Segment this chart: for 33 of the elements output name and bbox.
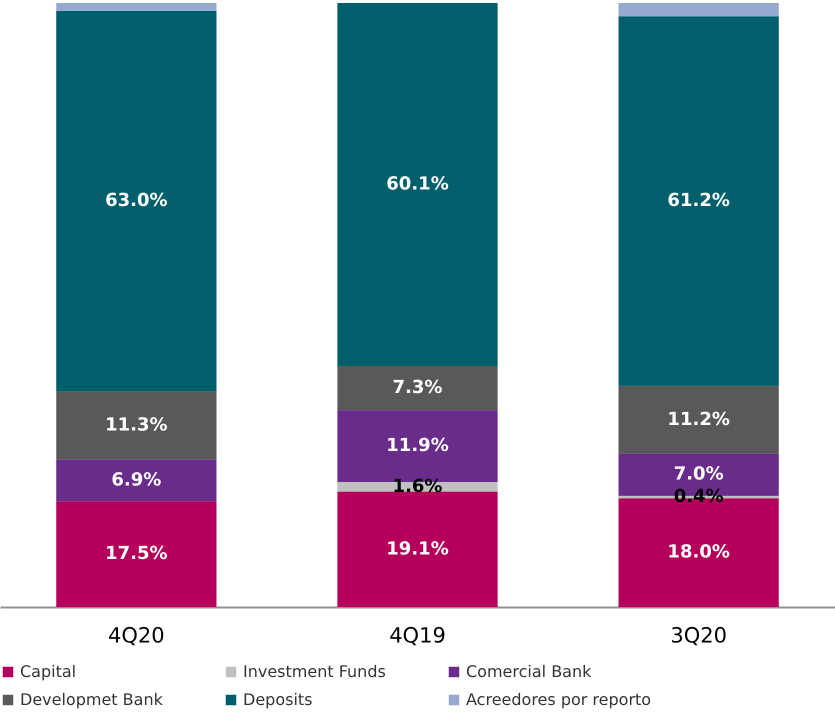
legend-label: Acreedores por reporto (466, 690, 652, 709)
legend-label: Deposits (243, 690, 312, 709)
legend-label: Investment Funds (243, 662, 386, 681)
data-label: 6.9% (111, 469, 162, 490)
bar (618, 386, 779, 454)
data-label: 60.1% (386, 174, 449, 194)
bar (337, 3, 498, 366)
data-label: 7.0% (674, 464, 724, 485)
x-tick-label: 4Q19 (389, 624, 446, 648)
bar (618, 3, 779, 16)
legend-label: Comercial Bank (466, 662, 592, 681)
bar (56, 391, 216, 460)
data-label: 11.9% (386, 435, 449, 456)
data-label: 11.3% (105, 414, 168, 436)
legend-label: Capital (20, 662, 76, 681)
data-label: 61.2% (667, 190, 730, 212)
x-tick-label: 3Q20 (670, 624, 727, 648)
data-label: 63.0% (105, 190, 168, 212)
data-label: 18.0% (667, 542, 730, 563)
bar (618, 16, 779, 386)
bar (337, 366, 498, 410)
data-label: 11.2% (667, 408, 730, 430)
data-label: 7.3% (392, 377, 442, 398)
bar (337, 492, 498, 607)
data-label: 19.1% (386, 538, 449, 560)
data-label: 1.6% (392, 476, 442, 497)
bar (56, 501, 216, 607)
bar (56, 3, 216, 11)
x-tick-label: 4Q20 (108, 624, 165, 648)
data-label: 17.5% (105, 543, 168, 564)
bar (56, 10, 216, 392)
legend-label: Developmet Bank (20, 690, 164, 709)
bar (56, 460, 216, 502)
